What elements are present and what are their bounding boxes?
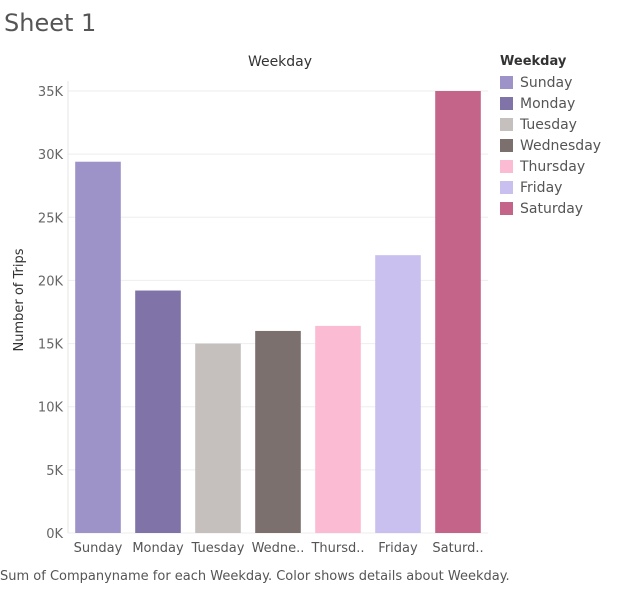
- legend-item-sunday[interactable]: Sunday: [500, 72, 601, 93]
- x-tick-label: Saturd..: [432, 541, 483, 556]
- legend-item-monday[interactable]: Monday: [500, 93, 601, 114]
- legend-swatch: [500, 139, 513, 152]
- legend: Weekday Sunday Monday Tuesday Wednesday Thur…: [500, 54, 601, 219]
- y-tick-label: 35K: [38, 85, 64, 100]
- x-tick-label: Tuesday: [191, 541, 245, 556]
- bar-wednesday[interactable]: [255, 330, 301, 533]
- chart-caption: Sum of Companyname for each Weekday. Col…: [0, 569, 510, 584]
- bar-friday[interactable]: [375, 255, 421, 533]
- legend-item-tuesday[interactable]: Tuesday: [500, 114, 601, 135]
- x-axis-ticks: Sunday Monday Tuesday Wedne.. Thursd.. Friday…: [74, 541, 484, 556]
- bar-saturday[interactable]: [435, 91, 481, 533]
- y-tick-label: 0K: [46, 527, 63, 542]
- x-tick-label: Wedne..: [252, 541, 305, 556]
- chart-title: Weekday: [248, 54, 312, 70]
- legend-title: Weekday: [500, 54, 567, 69]
- legend-item-thursday[interactable]: Thursday: [500, 156, 601, 177]
- y-axis-label: Number of Trips: [12, 248, 27, 351]
- legend-item-saturday[interactable]: Saturday: [500, 198, 601, 219]
- legend-items: Sunday Monday Tuesday Wednesday Thursday Frid…: [500, 72, 601, 219]
- y-axis-ticks: 0K 5K 10K 15K 20K 25K 30K 35K: [38, 85, 64, 542]
- legend-label: Sunday: [520, 74, 573, 91]
- bar-tuesday[interactable]: [195, 343, 241, 533]
- x-tick-label: Thursd..: [310, 541, 364, 556]
- sheet-title: Sheet 1: [4, 9, 97, 37]
- bar-sunday[interactable]: [75, 161, 121, 533]
- legend-item-wednesday[interactable]: Wednesday: [500, 135, 601, 156]
- legend-swatch: [500, 118, 513, 131]
- legend-label: Thursday: [520, 158, 586, 175]
- x-tick-label: Sunday: [74, 541, 123, 556]
- bar-monday[interactable]: [135, 290, 181, 533]
- bars: [75, 91, 481, 533]
- legend-item-friday[interactable]: Friday: [500, 177, 601, 198]
- x-tick-label: Monday: [132, 541, 184, 556]
- bar-thursday[interactable]: [315, 325, 361, 533]
- y-tick-label: 5K: [46, 464, 63, 479]
- legend-label: Monday: [520, 95, 576, 112]
- y-tick-label: 10K: [38, 401, 64, 416]
- legend-swatch: [500, 181, 513, 194]
- legend-label: Friday: [520, 179, 563, 196]
- x-tick-label: Friday: [378, 541, 418, 556]
- legend-swatch: [500, 202, 513, 215]
- legend-swatch: [500, 160, 513, 173]
- legend-label: Tuesday: [520, 116, 577, 133]
- legend-label: Saturday: [520, 200, 584, 217]
- legend-label: Wednesday: [520, 137, 602, 154]
- y-tick-label: 15K: [38, 338, 64, 353]
- legend-swatch: [500, 97, 513, 110]
- legend-swatch: [500, 76, 513, 89]
- y-tick-label: 20K: [38, 274, 64, 289]
- y-tick-label: 25K: [38, 211, 64, 226]
- y-tick-label: 30K: [38, 148, 64, 163]
